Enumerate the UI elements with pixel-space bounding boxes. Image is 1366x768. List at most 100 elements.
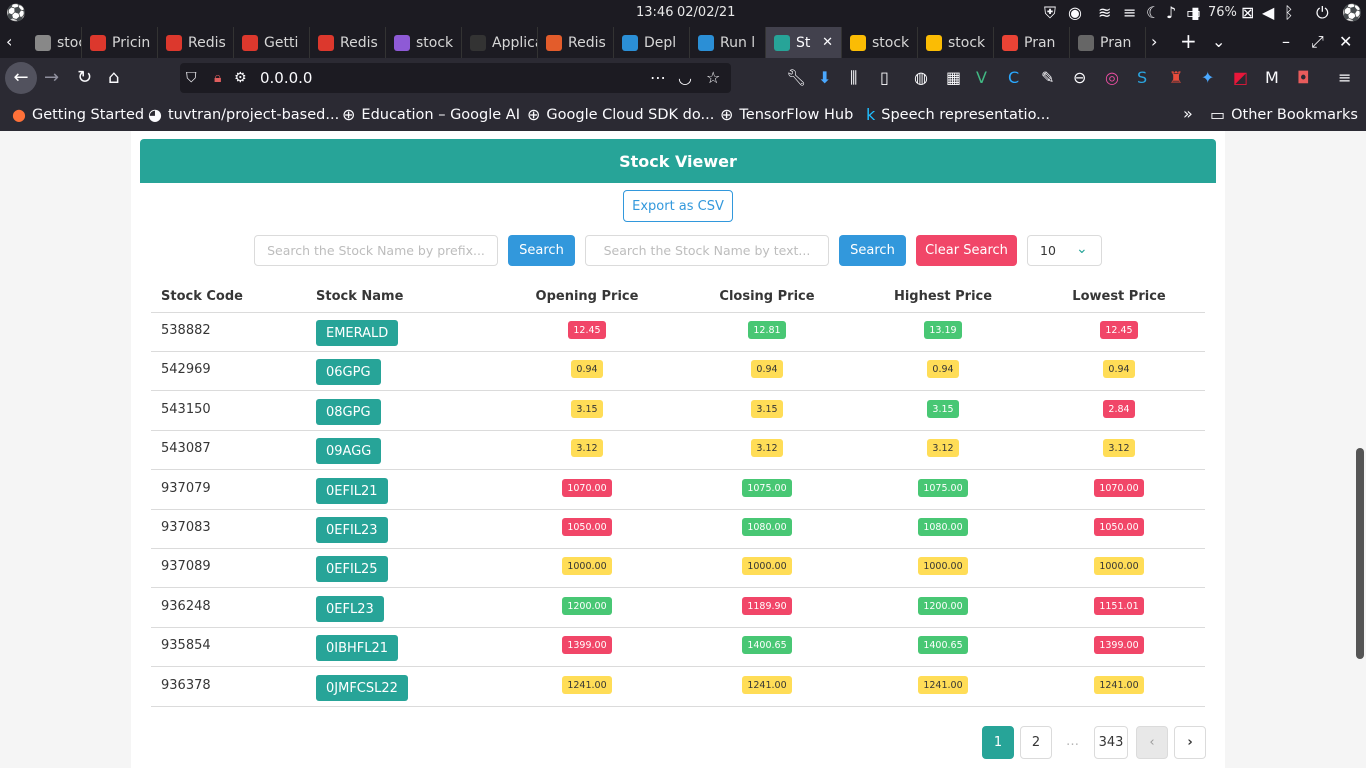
text-search-input[interactable]: Search the Stock Name by text...	[585, 235, 829, 266]
extension-8-icon[interactable]: ♜	[1169, 68, 1184, 87]
tab-9[interactable]: Run l	[690, 27, 766, 58]
stock-name-tag[interactable]: 0EFIL25	[316, 556, 388, 582]
back-icon[interactable]: ←	[5, 62, 37, 94]
prefix-search-button[interactable]: Search	[508, 235, 575, 266]
extension-2-icon[interactable]: ▦	[946, 68, 962, 87]
folder-icon[interactable]: ▭	[1186, 3, 1202, 22]
extension-10-icon[interactable]: ◩	[1233, 68, 1249, 87]
close-window-icon[interactable]: ✕	[1339, 32, 1353, 51]
tab-6[interactable]: Applicat	[462, 27, 538, 58]
extension-1-icon[interactable]: ◍	[914, 68, 928, 87]
clear-search-button[interactable]: Clear Search	[916, 235, 1017, 266]
app-menu-icon[interactable]: ≡	[1338, 68, 1352, 87]
stock-name-tag[interactable]: 06GPG	[316, 359, 381, 385]
bookmark-github-project[interactable]: ◕ tuvtran/project-based...	[148, 98, 339, 131]
tab-7[interactable]: Redis	[538, 27, 614, 58]
tab-8[interactable]: Depl	[614, 27, 690, 58]
bluetooth-icon[interactable]: ᛒ	[1284, 3, 1294, 22]
tab-14[interactable]: Pran	[1070, 27, 1146, 58]
tab-list-chevron-down-icon[interactable]: ⌄	[1212, 32, 1226, 51]
extension-6-icon[interactable]: ◎	[1105, 68, 1119, 87]
text-search-button[interactable]: Search	[839, 235, 906, 266]
bookmark-speech-representation[interactable]: k Speech representatio...	[866, 98, 1050, 131]
maximize-icon[interactable]: ⤢	[1311, 32, 1324, 51]
stock-name-tag[interactable]: 0JMFCSL22	[316, 675, 408, 701]
page-size-select[interactable]: 10 ⌄	[1027, 235, 1102, 266]
stock-name-tag[interactable]: 08GPG	[316, 399, 381, 425]
prev-page-button[interactable]: ‹	[1136, 726, 1168, 759]
prefix-search-input[interactable]: Search the Stock Name by prefix...	[254, 235, 498, 266]
menu-icon[interactable]: ≡	[1123, 3, 1137, 22]
os-logo-icon-right[interactable]: ⚽	[1342, 3, 1362, 22]
tab-0[interactable]: stock	[27, 27, 82, 58]
bookmark-star-icon[interactable]: ☆	[706, 68, 721, 87]
next-page-button[interactable]: ›	[1174, 726, 1206, 759]
vpn-icon[interactable]: ◉	[1068, 3, 1082, 22]
tab-2[interactable]: Redis	[158, 27, 234, 58]
tab-4[interactable]: Redis	[310, 27, 386, 58]
bookmark-education-google-ai[interactable]: ⊕ Education – Google AI	[342, 98, 520, 131]
page-last-button[interactable]: 343	[1094, 726, 1128, 759]
bookmarks-overflow-icon[interactable]: »	[1183, 104, 1193, 123]
insecure-lock-icon[interactable]: 🔒︎	[214, 70, 222, 86]
download-icon[interactable]: ⬇	[818, 68, 832, 87]
stock-name-tag[interactable]: 09AGG	[316, 438, 382, 464]
permissions-icon[interactable]: ⚙	[234, 70, 247, 86]
tab-13[interactable]: Pran	[994, 27, 1070, 58]
wrench-icon[interactable]: 🔧︎	[786, 68, 807, 87]
tab-3[interactable]: Getti	[234, 27, 310, 58]
url-bar[interactable]: ⛉ 🔒︎ ⚙ 0.0.0.0 ⋯ ◡ ☆	[180, 63, 731, 93]
stock-name-tag[interactable]: 0IBHFL21	[316, 635, 399, 661]
pocket-icon[interactable]: ◡	[678, 68, 692, 87]
page-actions-icon[interactable]: ⋯	[650, 68, 666, 87]
stock-name-tag[interactable]: 0EFL23	[316, 596, 384, 622]
tab-12[interactable]: stock	[918, 27, 994, 58]
battery-icon[interactable]: ▮	[1191, 3, 1200, 22]
minimize-icon[interactable]: –	[1282, 32, 1290, 51]
url-text[interactable]: 0.0.0.0	[260, 69, 313, 87]
extension-11-icon[interactable]: M	[1265, 68, 1279, 87]
bookmark-tensorflow-hub[interactable]: ⊕ TensorFlow Hub	[720, 98, 853, 131]
os-logo-icon[interactable]: ⚽	[6, 3, 26, 22]
globe-icon: ⊕	[527, 104, 541, 124]
notification-bell-icon[interactable]: ♪	[1166, 3, 1177, 22]
bookmark-getting-started[interactable]: ● Getting Started	[12, 98, 144, 131]
forward-icon[interactable]: →	[44, 67, 60, 88]
tab-scroll-left-icon[interactable]: ‹	[6, 32, 13, 51]
close-tab-icon[interactable]: ✕	[822, 35, 833, 50]
shield-icon[interactable]: ⛨	[1044, 3, 1057, 22]
page-2-button[interactable]: 2	[1020, 726, 1052, 759]
new-tab-icon[interactable]: +	[1180, 29, 1197, 53]
reload-icon[interactable]: ↻	[77, 67, 93, 88]
extension-9-icon[interactable]: ✦	[1201, 68, 1215, 87]
wifi-icon[interactable]: ≋	[1098, 3, 1112, 22]
night-mode-icon[interactable]: ☾	[1146, 3, 1161, 22]
clipboard-icon[interactable]: ⊠	[1241, 3, 1255, 22]
export-csv-button[interactable]: Export as CSV	[623, 190, 733, 222]
tab-5[interactable]: stock	[386, 27, 462, 58]
bookmark-google-cloud-sdk[interactable]: ⊕ Google Cloud SDK do...	[527, 98, 714, 131]
price-tag: 12.45	[1100, 321, 1138, 339]
extension-3-icon[interactable]: C	[1008, 68, 1020, 87]
power-icon[interactable]: ⏻	[1316, 3, 1329, 22]
home-icon[interactable]: ⌂	[108, 67, 120, 88]
extension-7-icon[interactable]: S	[1137, 68, 1148, 87]
sidebar-icon[interactable]: ▯	[880, 68, 889, 87]
stock-name-tag[interactable]: EMERALD	[316, 320, 399, 346]
stock-name-tag[interactable]: 0EFIL23	[316, 517, 388, 543]
page-1-button[interactable]: 1	[982, 726, 1014, 759]
tab-11[interactable]: stock	[842, 27, 918, 58]
tracking-shield-icon[interactable]: ⛉	[186, 70, 197, 86]
tab-scroll-right-icon[interactable]: ›	[1151, 32, 1158, 51]
vue-extension-icon[interactable]: V	[976, 68, 987, 87]
tab-10[interactable]: St ✕	[766, 27, 842, 58]
library-icon[interactable]: ⫼	[850, 68, 858, 87]
extension-4-icon[interactable]: ✎	[1041, 68, 1055, 87]
tab-1[interactable]: Pricin	[82, 27, 158, 58]
screenshot-icon[interactable]: ◘	[1297, 68, 1310, 87]
other-bookmarks[interactable]: ▭ Other Bookmarks	[1210, 98, 1358, 131]
extension-5-icon[interactable]: ⊖	[1073, 68, 1087, 87]
stock-name-tag[interactable]: 0EFIL21	[316, 478, 388, 504]
page-scrollbar[interactable]	[1356, 448, 1364, 659]
volume-icon[interactable]: ◀	[1262, 3, 1275, 22]
